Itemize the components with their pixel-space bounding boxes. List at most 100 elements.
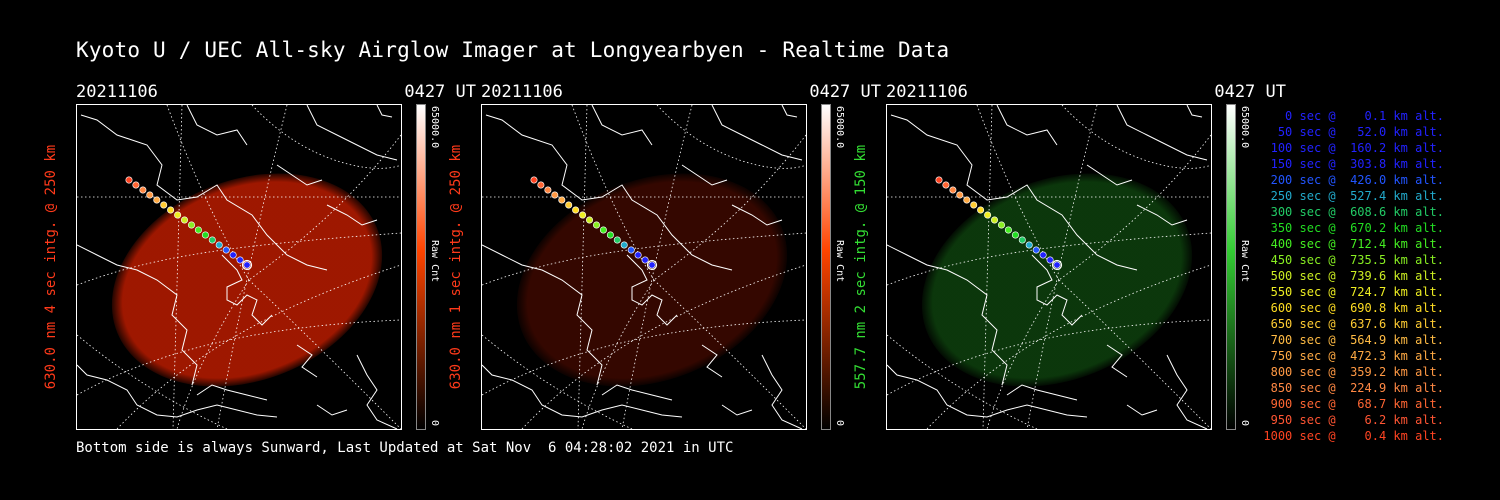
trajectory-point — [558, 196, 566, 204]
trajectory-point — [1004, 226, 1012, 234]
legend-entry: 500 sec @ 739.6 km alt. — [1270, 269, 1444, 283]
panel-time: 0427 UT — [1214, 82, 1286, 102]
legend-entry: 800 sec @ 359.2 km alt. — [1270, 365, 1444, 379]
imager-panel-1: 20211106 0427 UT 630.0 nm 4 sec intg. @ … — [43, 80, 476, 430]
trajectory-point — [236, 256, 244, 264]
trajectory-point — [634, 251, 642, 259]
trajectory-point — [1025, 241, 1033, 249]
trajectory-point — [1018, 236, 1026, 244]
trajectory-point — [998, 221, 1006, 229]
colorbar — [821, 104, 831, 430]
trajectory-point — [977, 206, 985, 214]
coastline — [887, 105, 1208, 429]
trajectory-point — [544, 186, 552, 194]
footer-note: Bottom side is always Sunward, Last Upda… — [76, 440, 734, 456]
trajectory-point — [139, 186, 147, 194]
trajectory-point — [593, 221, 601, 229]
station-marker — [241, 259, 253, 271]
trajectory-point — [579, 211, 587, 219]
panel-date: 20211106 — [886, 82, 968, 102]
station-marker — [1051, 259, 1063, 271]
legend-entry: 300 sec @ 608.6 km alt. — [1270, 205, 1444, 219]
colorbar — [416, 104, 426, 430]
airglow-image — [516, 173, 788, 387]
legend-entry: 700 sec @ 564.9 km alt. — [1270, 333, 1444, 347]
trajectory-point — [935, 176, 943, 184]
allsky-map — [886, 104, 1212, 430]
latlon-grid — [77, 105, 401, 429]
coastline — [77, 105, 398, 429]
trajectory-point — [194, 226, 202, 234]
panel-time: 0427 UT — [809, 82, 881, 102]
trajectory-legend: 0 sec @ 0.1 km alt. 50 sec @ 52.0 km alt.… — [1262, 108, 1444, 444]
trajectory — [530, 176, 658, 271]
legend-entry: 150 sec @ 303.8 km alt. — [1270, 157, 1444, 171]
coastline — [482, 105, 803, 429]
legend-entry: 0 sec @ 0.1 km alt. — [1285, 109, 1444, 123]
trajectory-point — [167, 206, 175, 214]
legend-entry: 900 sec @ 68.7 km alt. — [1270, 397, 1444, 411]
trajectory-point — [970, 201, 978, 209]
trajectory-point — [1032, 246, 1040, 254]
page-title: Kyoto U / UEC All-sky Airglow Imager at … — [76, 38, 950, 62]
panel-date: 20211106 — [481, 82, 563, 102]
station-marker — [646, 259, 658, 271]
legend-entry: 400 sec @ 712.4 km alt. — [1270, 237, 1444, 251]
trajectory-point — [956, 191, 964, 199]
trajectory-point — [599, 226, 607, 234]
trajectory-point — [537, 181, 545, 189]
legend-entry: 600 sec @ 690.8 km alt. — [1270, 301, 1444, 315]
allsky-map — [76, 104, 402, 430]
legend-entry: 850 sec @ 224.9 km alt. — [1270, 381, 1444, 395]
trajectory-point — [1053, 261, 1061, 269]
latlon-grid — [887, 105, 1211, 429]
trajectory-point — [641, 256, 649, 264]
trajectory-point — [208, 236, 216, 244]
legend-entry: 1000 sec @ 0.4 km alt. — [1263, 429, 1444, 443]
latlon-grid — [482, 105, 806, 429]
map-canvas — [482, 105, 806, 429]
colorbar-max: 65000.0 — [1239, 106, 1250, 149]
trajectory-point — [229, 251, 237, 259]
allsky-map — [481, 104, 807, 430]
panel-time: 0427 UT — [404, 82, 476, 102]
imager-panel-2: 20211106 0427 UT 630.0 nm 1 sec intg. @ … — [448, 80, 881, 430]
trajectory-point — [572, 206, 580, 214]
imager-panel-3: 20211106 0427 UT 557.7 nm 2 sec intg. @ … — [853, 80, 1286, 430]
trajectory-point — [174, 211, 182, 219]
trajectory-point — [153, 196, 161, 204]
trajectory-point — [949, 186, 957, 194]
trajectory-point — [627, 246, 635, 254]
trajectory — [125, 176, 253, 271]
legend-entry: 250 sec @ 527.4 km alt. — [1270, 189, 1444, 203]
trajectory-point — [1011, 231, 1019, 239]
trajectory-point — [613, 236, 621, 244]
trajectory-point — [181, 216, 189, 224]
trajectory-point — [125, 176, 133, 184]
trajectory-point — [1046, 256, 1054, 264]
trajectory-point — [132, 181, 140, 189]
airglow-image — [111, 173, 383, 387]
trajectory-point — [963, 196, 971, 204]
legend-entry: 650 sec @ 637.6 km alt. — [1270, 317, 1444, 331]
panel-ylabel: 630.0 nm 1 sec intg. @ 250 km — [448, 144, 464, 390]
trajectory-point — [146, 191, 154, 199]
trajectory-point — [160, 201, 168, 209]
trajectory-point — [243, 261, 251, 269]
trajectory-point — [984, 211, 992, 219]
trajectory-point — [565, 201, 573, 209]
panel-ylabel: 557.7 nm 2 sec intg. @ 150 km — [853, 144, 869, 390]
trajectory-point — [201, 231, 209, 239]
legend-entry: 200 sec @ 426.0 km alt. — [1270, 173, 1444, 187]
trajectory-point — [606, 231, 614, 239]
trajectory-point — [215, 241, 223, 249]
trajectory-point — [1039, 251, 1047, 259]
panel-ylabel: 630.0 nm 4 sec intg. @ 250 km — [43, 144, 59, 390]
colorbar — [1226, 104, 1236, 430]
legend-entry: 50 sec @ 52.0 km alt. — [1277, 125, 1444, 139]
legend-entry: 550 sec @ 724.7 km alt. — [1270, 285, 1444, 299]
trajectory-point — [648, 261, 656, 269]
trajectory-point — [586, 216, 594, 224]
legend-entry: 450 sec @ 735.5 km alt. — [1270, 253, 1444, 267]
panel-date: 20211106 — [76, 82, 158, 102]
